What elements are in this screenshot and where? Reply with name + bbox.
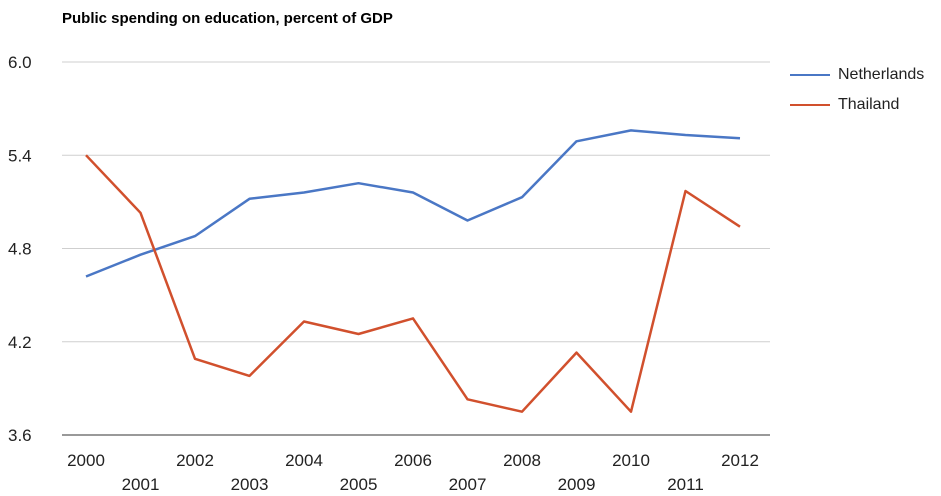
- legend: Netherlands Thailand: [790, 60, 924, 120]
- x-tick-label: 2009: [558, 475, 596, 494]
- y-tick-label: 3.6: [8, 426, 32, 445]
- legend-swatch-netherlands: [790, 74, 830, 76]
- legend-swatch-thailand: [790, 104, 830, 106]
- gridlines: [62, 61, 770, 436]
- x-tick-label: 2007: [449, 475, 487, 494]
- x-tick-label: 2000: [67, 451, 105, 470]
- legend-label-netherlands: Netherlands: [838, 66, 925, 83]
- y-tick-label: 4.8: [8, 240, 32, 259]
- legend-item-netherlands: Netherlands: [790, 60, 924, 90]
- x-axis-ticks: 2000 2001 2002 2003 2004 2005 2006 2007 2008 2009…: [67, 451, 759, 494]
- x-tick-label: 2004: [285, 451, 323, 470]
- chart-title: Public spending on education, percent of…: [62, 10, 393, 27]
- series-lines: [85, 129, 741, 413]
- legend-item-thailand: Thailand: [790, 90, 924, 120]
- x-tick-label: 2008: [503, 451, 541, 470]
- x-tick-label: 2006: [394, 451, 432, 470]
- x-tick-label: 2003: [231, 475, 269, 494]
- y-axis-ticks: 3.6 4.2 4.8 5.4 6.0: [8, 53, 32, 445]
- y-tick-label: 5.4: [8, 146, 32, 165]
- y-tick-label: 6.0: [8, 53, 32, 72]
- series-line-netherlands: [85, 129, 741, 278]
- x-tick-label: 2010: [612, 451, 650, 470]
- legend-label-thailand: Thailand: [838, 96, 900, 113]
- y-tick-label: 4.2: [8, 333, 32, 352]
- x-tick-label: 2002: [176, 451, 214, 470]
- x-tick-label: 2012: [721, 451, 759, 470]
- series-line-thailand: [85, 154, 741, 413]
- x-tick-label: 2011: [667, 475, 704, 494]
- x-tick-label: 2005: [340, 475, 378, 494]
- x-tick-label: 2001: [122, 475, 160, 494]
